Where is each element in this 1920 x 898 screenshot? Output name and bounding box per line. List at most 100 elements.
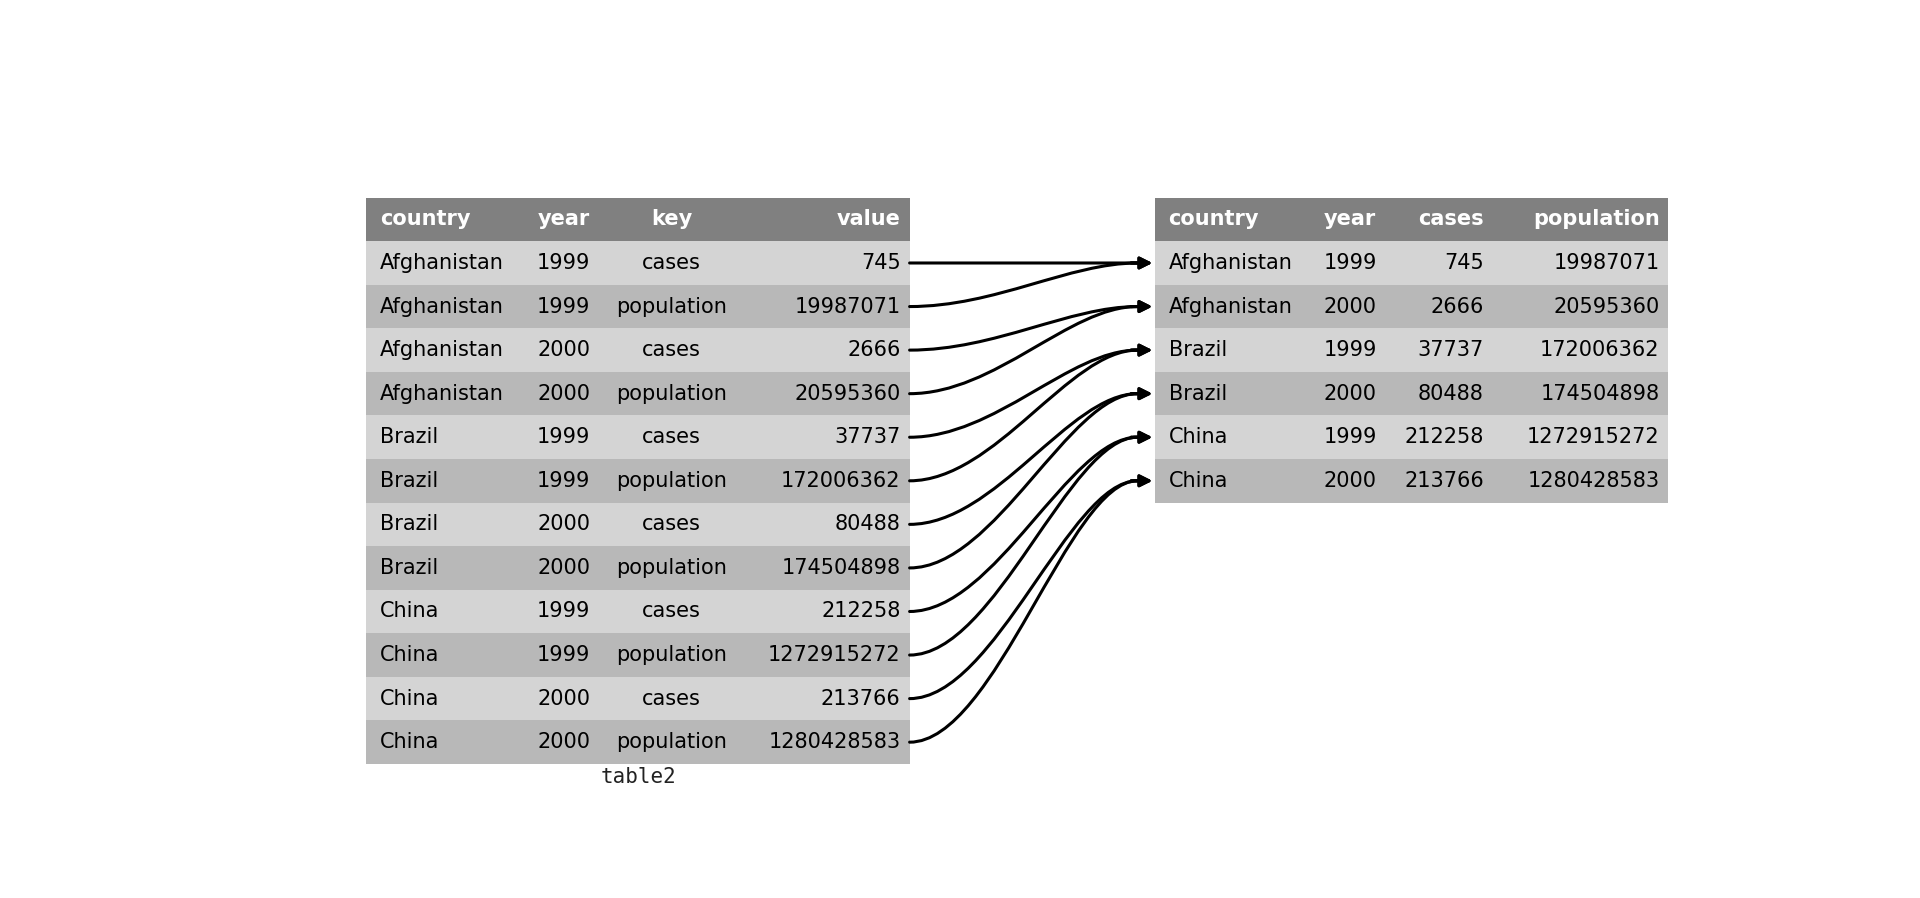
Bar bbox=[1494, 329, 1668, 372]
Bar bbox=[522, 633, 605, 677]
Bar bbox=[367, 372, 522, 416]
Text: 172006362: 172006362 bbox=[1540, 340, 1659, 360]
Bar bbox=[1315, 285, 1386, 329]
Bar bbox=[1156, 416, 1315, 459]
Bar bbox=[367, 633, 522, 677]
Bar bbox=[522, 546, 605, 590]
Text: cases: cases bbox=[641, 602, 701, 621]
Text: 19987071: 19987071 bbox=[1553, 253, 1659, 273]
Bar bbox=[1386, 285, 1494, 329]
Bar bbox=[1494, 198, 1668, 242]
Bar bbox=[522, 503, 605, 546]
Text: 80488: 80488 bbox=[835, 515, 900, 534]
Bar bbox=[739, 285, 910, 329]
Text: China: China bbox=[380, 602, 440, 621]
Bar bbox=[739, 329, 910, 372]
Text: population: population bbox=[616, 296, 728, 317]
Text: cases: cases bbox=[1419, 209, 1484, 229]
Text: Afghanistan: Afghanistan bbox=[380, 340, 503, 360]
Text: cases: cases bbox=[641, 515, 701, 534]
Bar bbox=[522, 416, 605, 459]
Text: 20595360: 20595360 bbox=[1553, 296, 1659, 317]
Text: value: value bbox=[837, 209, 900, 229]
Bar bbox=[605, 242, 739, 285]
Bar bbox=[1156, 242, 1315, 285]
Text: 745: 745 bbox=[860, 253, 900, 273]
Bar bbox=[605, 416, 739, 459]
Text: 174504898: 174504898 bbox=[1540, 383, 1659, 404]
Bar bbox=[1386, 416, 1494, 459]
Text: population: population bbox=[616, 732, 728, 753]
Text: 2000: 2000 bbox=[538, 689, 589, 709]
Bar bbox=[605, 590, 739, 633]
Bar bbox=[367, 677, 522, 720]
Bar bbox=[522, 372, 605, 416]
Text: China: China bbox=[380, 732, 440, 753]
Text: 2000: 2000 bbox=[1323, 471, 1377, 491]
Text: 172006362: 172006362 bbox=[781, 471, 900, 491]
Bar bbox=[1315, 198, 1386, 242]
Text: China: China bbox=[380, 645, 440, 665]
Text: Brazil: Brazil bbox=[380, 427, 438, 447]
Text: population: population bbox=[616, 471, 728, 491]
Bar bbox=[367, 546, 522, 590]
Text: year: year bbox=[1325, 209, 1377, 229]
Bar bbox=[605, 198, 739, 242]
Bar bbox=[522, 590, 605, 633]
Bar bbox=[367, 329, 522, 372]
Text: 2000: 2000 bbox=[1323, 296, 1377, 317]
Text: 2000: 2000 bbox=[1323, 383, 1377, 404]
Text: Afghanistan: Afghanistan bbox=[380, 296, 503, 317]
Bar bbox=[367, 285, 522, 329]
Bar bbox=[739, 633, 910, 677]
Text: 174504898: 174504898 bbox=[781, 558, 900, 578]
Text: Brazil: Brazil bbox=[1169, 383, 1227, 404]
Bar bbox=[1386, 242, 1494, 285]
Bar bbox=[522, 677, 605, 720]
Bar bbox=[367, 720, 522, 764]
Bar bbox=[605, 285, 739, 329]
Bar bbox=[739, 503, 910, 546]
Text: 1999: 1999 bbox=[538, 602, 589, 621]
Text: 1999: 1999 bbox=[538, 253, 589, 273]
Bar bbox=[1315, 372, 1386, 416]
Bar bbox=[605, 459, 739, 503]
Text: 2000: 2000 bbox=[538, 340, 589, 360]
Text: 2000: 2000 bbox=[538, 558, 589, 578]
Text: key: key bbox=[651, 209, 691, 229]
Bar bbox=[522, 720, 605, 764]
Bar bbox=[522, 459, 605, 503]
Text: Brazil: Brazil bbox=[380, 515, 438, 534]
Text: 1272915272: 1272915272 bbox=[768, 645, 900, 665]
Bar bbox=[1315, 416, 1386, 459]
Text: China: China bbox=[1169, 471, 1229, 491]
Text: population: population bbox=[616, 558, 728, 578]
Bar bbox=[1386, 329, 1494, 372]
Text: 213766: 213766 bbox=[822, 689, 900, 709]
Text: 2000: 2000 bbox=[538, 383, 589, 404]
Bar bbox=[1156, 459, 1315, 503]
Bar bbox=[1315, 459, 1386, 503]
Bar bbox=[605, 372, 739, 416]
Bar bbox=[739, 372, 910, 416]
Text: Afghanistan: Afghanistan bbox=[380, 383, 503, 404]
Bar bbox=[1494, 416, 1668, 459]
Text: 212258: 212258 bbox=[822, 602, 900, 621]
Text: China: China bbox=[1169, 427, 1229, 447]
Bar bbox=[1315, 329, 1386, 372]
Bar bbox=[1156, 285, 1315, 329]
Bar bbox=[367, 503, 522, 546]
Text: year: year bbox=[538, 209, 589, 229]
Text: Afghanistan: Afghanistan bbox=[380, 253, 503, 273]
Bar bbox=[1156, 372, 1315, 416]
Text: 1272915272: 1272915272 bbox=[1526, 427, 1659, 447]
Bar bbox=[367, 242, 522, 285]
Bar bbox=[1386, 372, 1494, 416]
Text: table2: table2 bbox=[601, 768, 676, 788]
Text: 745: 745 bbox=[1444, 253, 1484, 273]
Text: cases: cases bbox=[641, 253, 701, 273]
Text: 213766: 213766 bbox=[1404, 471, 1484, 491]
Text: 20595360: 20595360 bbox=[795, 383, 900, 404]
Text: 212258: 212258 bbox=[1405, 427, 1484, 447]
Bar bbox=[522, 242, 605, 285]
